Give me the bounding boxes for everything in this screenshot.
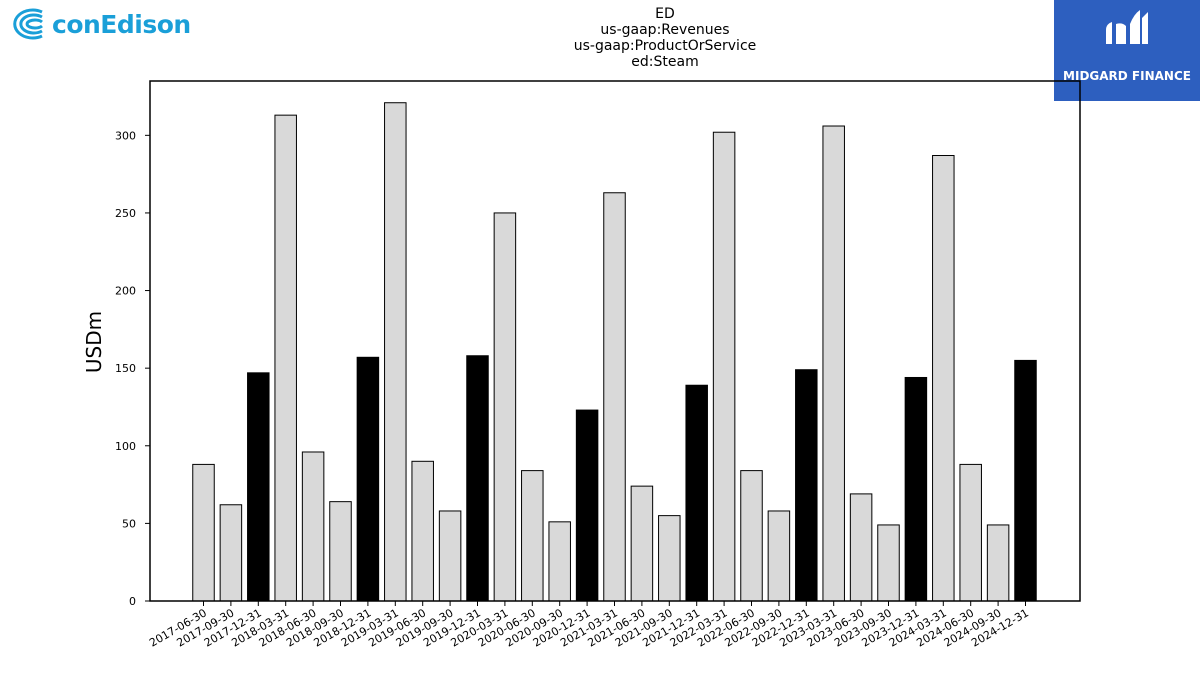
bar-2021-09-30	[658, 515, 681, 602]
bar-2019-06-30	[411, 460, 434, 602]
y-tick-label: 250	[115, 207, 136, 220]
bar-2023-09-30	[877, 524, 900, 602]
con-edison-logo: conEdison	[6, 4, 191, 44]
y-tick-label: 300	[115, 129, 136, 142]
bar-2017-12-31	[247, 372, 270, 602]
bar-2021-06-30	[630, 485, 654, 602]
bar-2018-06-30	[301, 451, 325, 602]
y-tick-label: 0	[129, 595, 136, 608]
bar-2023-06-30	[849, 493, 873, 602]
title-line-ticker: ED	[655, 6, 675, 22]
plot-frame	[149, 80, 1081, 602]
bar-2021-12-31	[685, 384, 708, 602]
bar-2018-12-31	[356, 356, 380, 602]
bar-2024-06-30	[959, 463, 982, 602]
y-tick-label: 150	[115, 362, 136, 375]
title-line-axis: us-gaap:ProductOrService	[573, 38, 757, 54]
bar-2019-12-31	[466, 355, 489, 602]
bar-2019-09-30	[438, 510, 462, 602]
bar-2020-06-30	[521, 470, 544, 602]
bar-2024-03-31	[932, 155, 955, 602]
con-edison-wordmark: conEdison	[52, 9, 191, 39]
bar-2018-09-30	[329, 501, 352, 602]
bar-2017-06-30	[192, 463, 215, 602]
title-line-member: ed:Steam	[631, 54, 699, 70]
midgard-finance-logo: MIDGARD FINANCE	[1054, 0, 1200, 101]
y-tick-label: 200	[115, 285, 136, 298]
y-axis: 0 50 100 150 200 250 300	[115, 129, 150, 608]
y-tick-label: 50	[122, 517, 136, 530]
midgard-finance-wordmark: MIDGARD FINANCE	[1063, 69, 1191, 83]
bar-2020-09-30	[548, 521, 571, 602]
y-tick-label: 100	[115, 440, 136, 453]
x-axis: 2017-06-302017-09-302017-12-312018-03-31…	[147, 601, 1031, 650]
bar-2020-03-31	[493, 212, 517, 602]
bar-2021-03-31	[603, 192, 626, 602]
bar-2022-12-31	[795, 369, 818, 602]
bar-2023-12-31	[904, 376, 928, 602]
bar-2022-09-30	[767, 510, 791, 602]
y-axis-label: USDm	[82, 311, 106, 373]
chart-title: ED us-gaap:Revenues us-gaap:ProductOrSer…	[465, 6, 865, 70]
bar-2024-12-31	[1014, 359, 1037, 602]
bar-2018-03-31	[274, 114, 297, 602]
bar-2023-03-31	[822, 125, 845, 602]
bar-2019-03-31	[384, 102, 407, 602]
title-line-concept: us-gaap:Revenues	[600, 22, 730, 38]
bars-group	[192, 102, 1037, 602]
bar-2022-03-31	[712, 131, 736, 602]
con-edison-logo-icon	[13, 8, 43, 40]
bar-2020-12-31	[575, 409, 599, 602]
midgard-logo-icon	[1106, 10, 1148, 44]
bar-2022-06-30	[740, 470, 763, 602]
bar-2017-09-30	[219, 504, 243, 602]
bar-2024-09-30	[986, 524, 1010, 602]
